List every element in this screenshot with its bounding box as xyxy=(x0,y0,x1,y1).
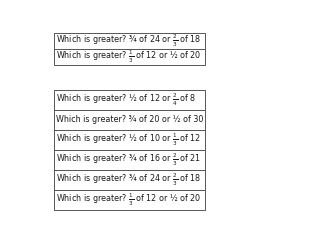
Bar xyxy=(54,49,205,65)
Text: Which is greater? ½ of 10 or $\frac{1}{3}$ of 12: Which is greater? ½ of 10 or $\frac{1}{3… xyxy=(56,132,201,148)
Text: Which is greater? ¾ of 20 or ½ of 30: Which is greater? ¾ of 20 or ½ of 30 xyxy=(56,115,203,124)
Text: Which is greater? ¾ of 16 or $\frac{2}{3}$ of 21: Which is greater? ¾ of 16 or $\frac{2}{3… xyxy=(56,151,201,168)
Bar xyxy=(54,89,205,110)
Bar xyxy=(54,33,205,49)
Bar xyxy=(54,150,205,170)
Bar xyxy=(54,170,205,190)
Bar xyxy=(54,130,205,150)
Text: Which is greater? ½ of 12 or $\frac{2}{4}$ of 8: Which is greater? ½ of 12 or $\frac{2}{4… xyxy=(56,91,196,108)
Text: Which is greater? $\frac{1}{3}$ of 12 or ½ of 20: Which is greater? $\frac{1}{3}$ of 12 or… xyxy=(56,192,201,208)
Bar xyxy=(54,110,205,130)
Text: Which is greater? ¾ of 24 or $\frac{2}{3}$ of 18: Which is greater? ¾ of 24 or $\frac{2}{3… xyxy=(56,171,201,188)
Bar xyxy=(54,190,205,210)
Text: Which is greater? ¾ of 24 or $\frac{2}{3}$ of 18: Which is greater? ¾ of 24 or $\frac{2}{3… xyxy=(56,33,201,49)
Text: Which is greater? $\frac{1}{3}$ of 12 or ½ of 20: Which is greater? $\frac{1}{3}$ of 12 or… xyxy=(56,49,201,65)
